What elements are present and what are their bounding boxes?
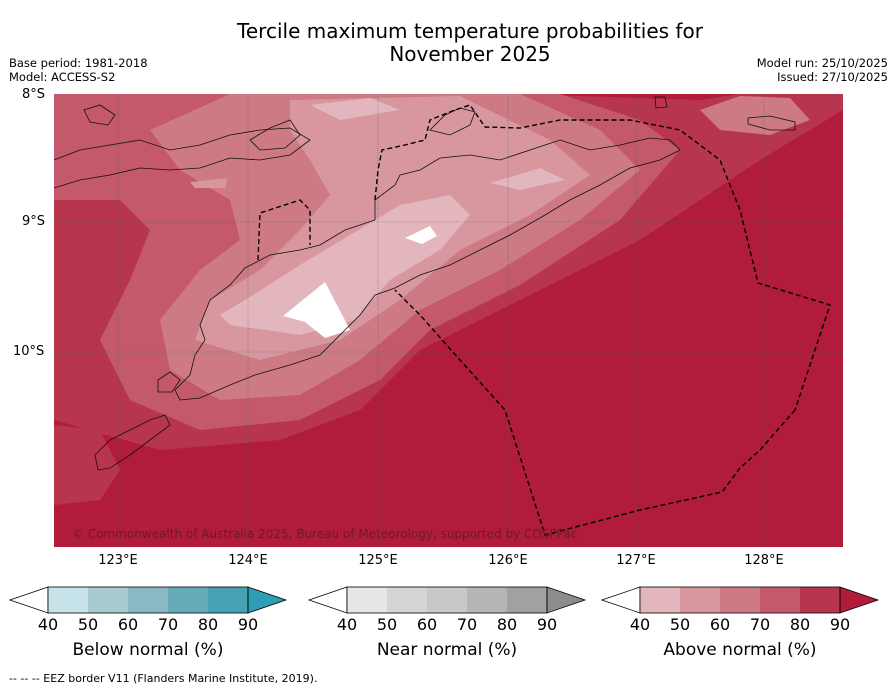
field-80-sw [54,425,120,505]
above-tick-60: 60 [709,615,731,634]
alor-coast [249,119,301,151]
near-normal-title: Near normal (%) [376,640,518,660]
below-tick-60: 60 [117,615,139,634]
contour-fields [54,94,843,547]
field-40 [310,98,400,120]
above-tick-80: 80 [789,615,811,634]
title-line-2: November 2025 [389,42,551,66]
field-40-main [220,195,470,335]
coastlines [54,96,796,471]
above-tick-50: 50 [669,615,691,634]
lon-label-125e: 125°E [358,553,398,568]
base-info: Base period: 1981-2018 Model: ACCESS-S2 [9,56,148,84]
near-tick-70: 70 [456,615,478,634]
near-tick-40: 40 [336,615,358,634]
eez-legend-note: -- -- -- EEZ border V11 (Flanders Marine… [9,672,318,685]
title-line-1: Tercile maximum temperature probabilitie… [237,19,703,43]
small-island-ne2 [747,115,796,131]
flores-coast [54,127,311,189]
above-tick-90: 90 [829,615,851,634]
colorbar-above [600,586,880,614]
below-tick-50: 50 [77,615,99,634]
run-info: Model run: 25/10/2025 Issued: 27/10/2025 [757,56,888,84]
near-tick-50: 50 [376,615,398,634]
sumba-fragment [83,104,116,126]
near-tick-90: 90 [536,615,558,634]
issued-date: Issued: 27/10/2025 [777,70,888,84]
colorbar-near [307,586,587,614]
near-tick-60: 60 [416,615,438,634]
lon-label-124e: 124°E [228,553,268,568]
near-tick-80: 80 [496,615,518,634]
savu-coast [94,414,171,471]
rote-coast [157,371,181,393]
timor-island-coast [174,137,681,401]
wetar-coast [429,107,476,136]
small-island-ne [654,96,668,109]
model-name: Model: ACCESS-S2 [9,70,116,84]
graticule [54,94,843,547]
colorbar-below [8,586,288,614]
lon-label-126e: 126°E [488,553,528,568]
above-tick-70: 70 [749,615,771,634]
field-40-east [490,168,565,190]
lon-label-127e: 127°E [616,553,656,568]
copyright-text: © Commonwealth of Australia 2025, Bureau… [72,527,577,541]
base-period: Base period: 1981-2018 [9,56,148,70]
field-50-west [190,178,228,188]
field-below-40-b [405,226,437,244]
eez-border [257,104,831,536]
eez-line-south [394,289,796,536]
model-run: Model run: 25/10/2025 [756,56,888,70]
below-tick-70: 70 [157,615,179,634]
lon-label-123e: 123°E [98,553,138,568]
field-60-east [700,96,810,135]
lat-label-10s: 10°S [13,344,45,359]
above-normal-title: Above normal (%) [663,640,817,660]
lat-label-8s: 8°S [22,87,46,102]
eez-line-west [374,104,831,411]
above-tick-40: 40 [629,615,651,634]
map-title: Tercile maximum temperature probabilitie… [170,20,770,66]
field-below-40-a [283,282,350,338]
eez-line-oecusse [257,199,311,261]
lon-label-128e: 128°E [744,553,784,568]
lat-label-9s: 9°S [22,214,46,229]
below-tick-80: 80 [197,615,219,634]
below-tick-90: 90 [237,615,259,634]
below-normal-title: Below normal (%) [72,640,224,660]
below-tick-40: 40 [37,615,59,634]
